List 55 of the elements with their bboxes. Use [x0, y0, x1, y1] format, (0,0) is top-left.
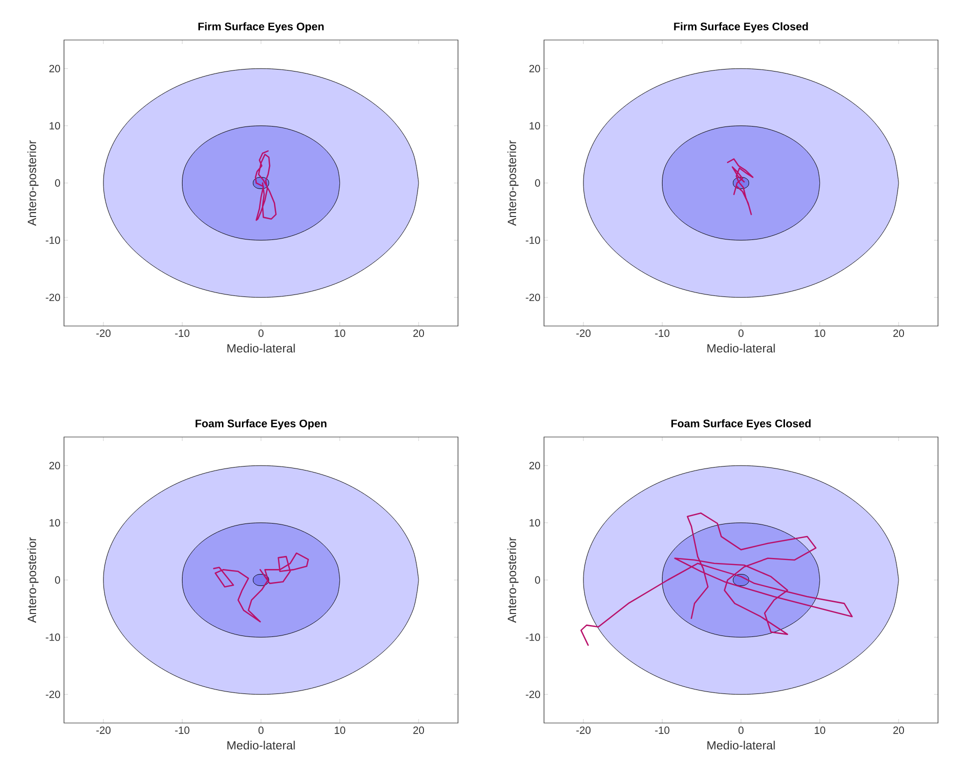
y-tick-label: 10 — [50, 519, 60, 527]
x-tick-label: 0 — [258, 330, 264, 337]
x-tick-label: 10 — [334, 330, 346, 337]
x-axis-title: Medio-lateral — [707, 344, 775, 353]
y-tick-label: -20 — [46, 294, 60, 302]
line-series — [213, 552, 309, 622]
y-tick-label: 20 — [529, 64, 540, 72]
x-tick-label: -20 — [576, 726, 591, 734]
y-axis-title: Antero-posterior — [507, 537, 519, 623]
chart-title: Foam Surface Eyes Closed — [671, 419, 811, 430]
y-axis-title: Antero-posterior — [27, 140, 39, 226]
y-tick-label: 0 — [55, 576, 60, 584]
x-tick-label: 10 — [814, 726, 826, 734]
x-tick-label: 20 — [893, 726, 904, 734]
line-series — [580, 512, 853, 646]
x-tick-label: 10 — [334, 726, 346, 734]
chart-title: Firm Surface Eyes Closed — [674, 22, 808, 32]
y-tick-label: 10 — [530, 122, 540, 130]
y-tick-label: -20 — [46, 690, 60, 698]
y-tick-label: -10 — [526, 236, 540, 244]
x-axis-title: Medio-lateral — [227, 740, 295, 750]
y-tick-label: 20 — [49, 462, 60, 470]
y-tick-label: 0 — [535, 179, 540, 187]
y-axis-title: Antero-posterior — [507, 140, 519, 226]
y-tick-label: -10 — [46, 634, 60, 641]
y-axis-title: Antero-posterior — [27, 537, 39, 623]
x-tick-label: -20 — [96, 726, 111, 734]
y-tick-label: -20 — [526, 690, 540, 698]
y-tick-label: 20 — [529, 462, 540, 470]
y-tick-label: 20 — [49, 64, 60, 72]
y-tick-label: 0 — [55, 179, 60, 187]
x-tick-label: -10 — [655, 330, 670, 337]
line-series — [726, 158, 754, 216]
y-tick-label: -10 — [46, 236, 60, 244]
y-tick-label: 10 — [50, 122, 60, 130]
x-tick-label: -20 — [576, 330, 591, 337]
x-axis-title: Medio-lateral — [707, 740, 775, 750]
x-tick-label: 10 — [814, 330, 826, 337]
y-tick-label: -10 — [526, 634, 540, 641]
x-tick-label: 0 — [258, 726, 264, 734]
y-tick-label: 0 — [535, 576, 540, 584]
x-tick-label: -10 — [175, 330, 190, 337]
x-tick-label: 0 — [738, 330, 744, 337]
x-tick-label: 20 — [413, 726, 424, 734]
chart-title: Firm Surface Eyes Open — [198, 22, 324, 32]
x-axis-title: Medio-lateral — [227, 344, 295, 353]
y-tick-label: 10 — [530, 519, 540, 527]
x-tick-label: 20 — [413, 330, 424, 337]
y-tick-label: -20 — [526, 294, 540, 302]
x-tick-label: 0 — [738, 726, 744, 734]
x-tick-label: 20 — [893, 330, 904, 337]
x-tick-label: -10 — [175, 726, 190, 734]
x-tick-label: -20 — [96, 330, 111, 337]
x-tick-label: -10 — [655, 726, 670, 734]
chart-title: Foam Surface Eyes Open — [196, 419, 326, 430]
